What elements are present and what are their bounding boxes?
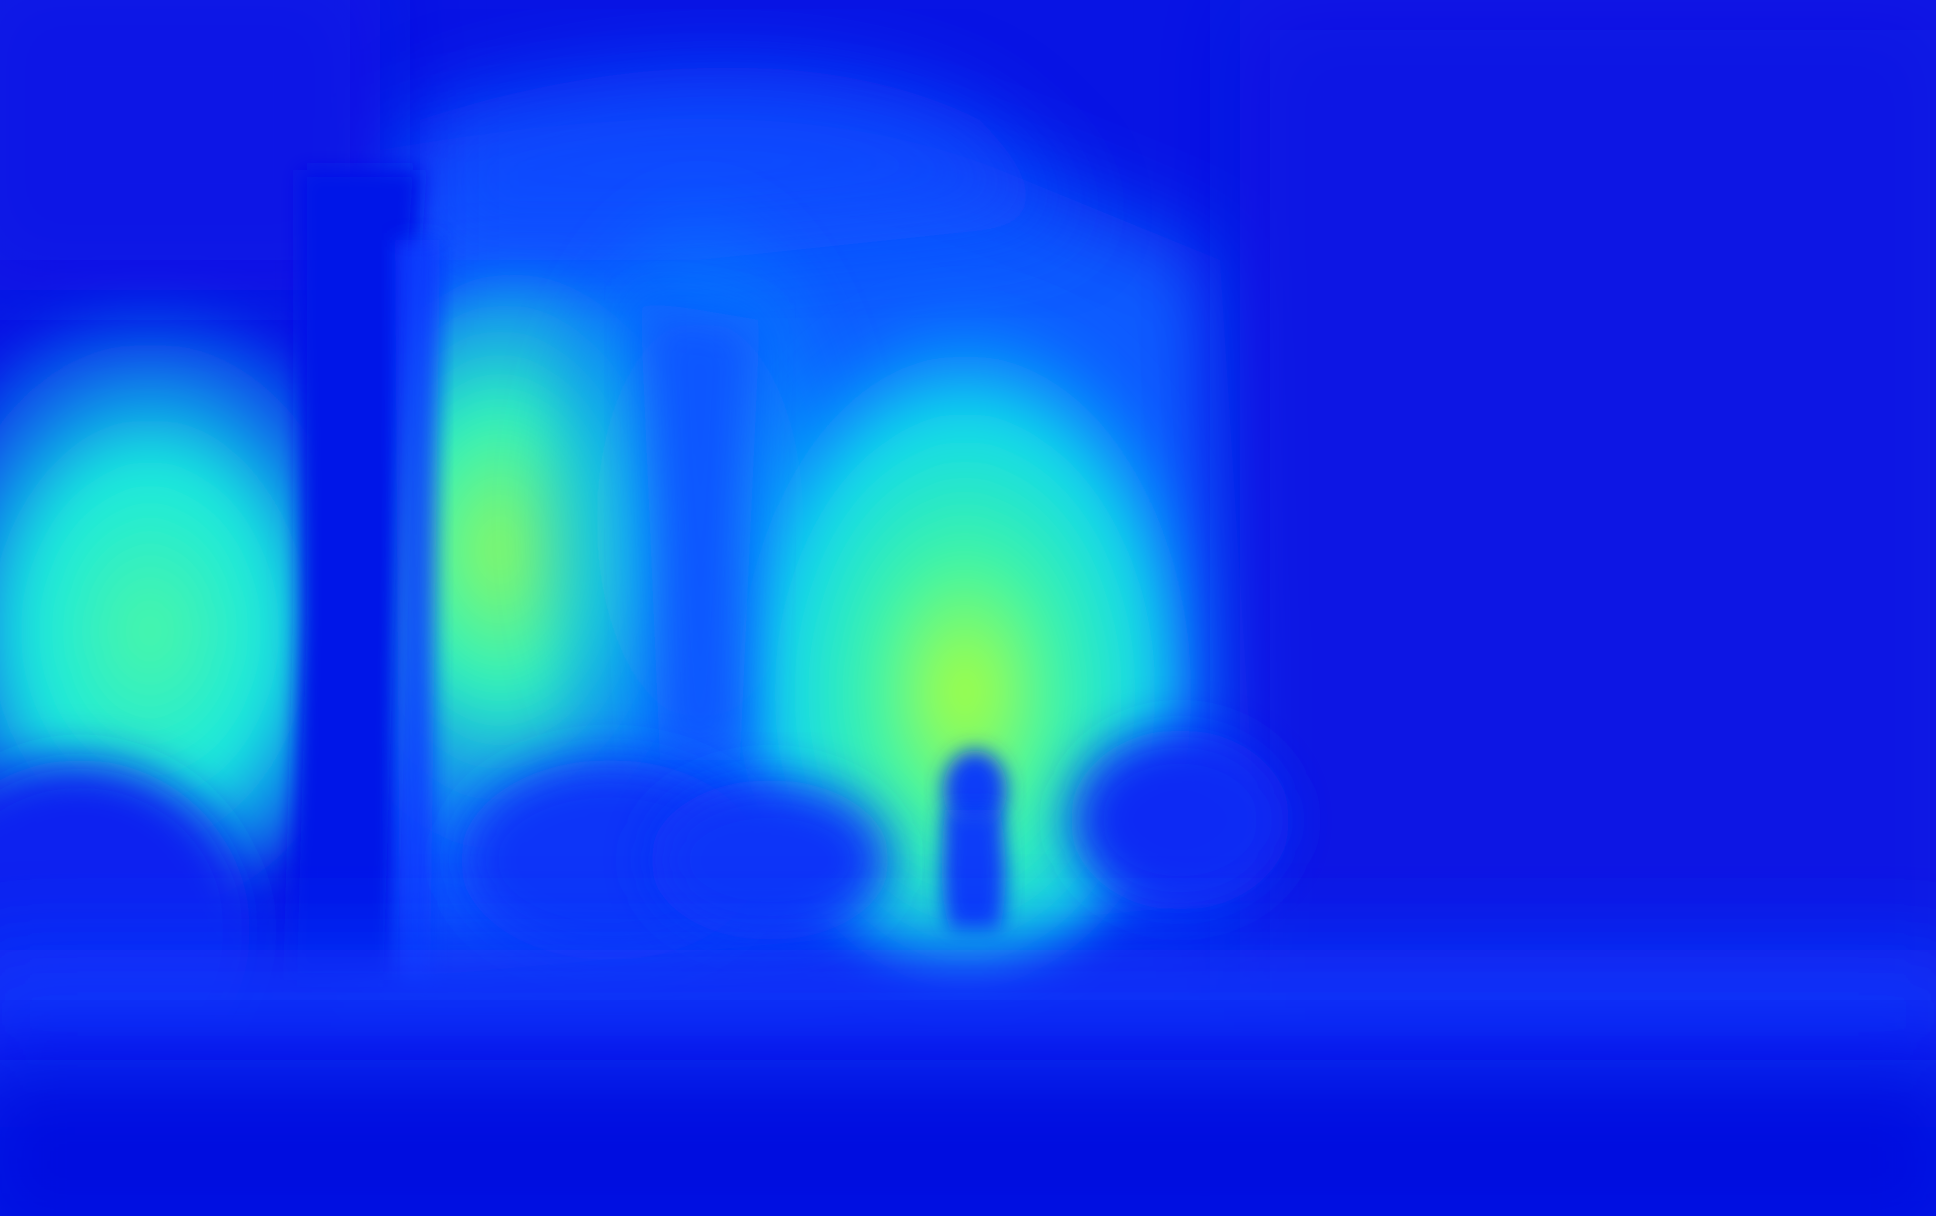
ceiling-glow [420,67,1080,260]
person-body [941,810,1006,930]
left-wall-bright [0,290,380,910]
bottom-band [0,1060,1936,1216]
middle-column [640,300,760,760]
foreground-blob-right [1070,730,1290,910]
pillar-edge [395,240,440,980]
foreground-blob-center2 [650,780,890,940]
pillar [290,170,420,980]
